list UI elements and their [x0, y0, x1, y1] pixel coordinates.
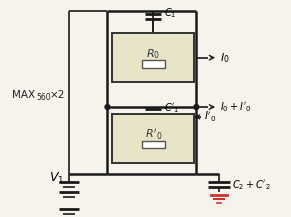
- Bar: [112, 33, 194, 82]
- Text: $I_0$: $I_0$: [220, 51, 230, 65]
- Text: $I'_0$: $I'_0$: [204, 110, 217, 124]
- Circle shape: [105, 105, 110, 110]
- Text: $C'_1$: $C'_1$: [164, 101, 180, 115]
- Bar: [141, 60, 165, 67]
- Text: $R_0$: $R_0$: [146, 47, 160, 61]
- Bar: [141, 141, 165, 148]
- Text: $I_0+I'_0$: $I_0+I'_0$: [220, 100, 251, 114]
- Text: ×2: ×2: [49, 90, 65, 100]
- Text: $C_1$: $C_1$: [164, 6, 177, 20]
- Text: MAX: MAX: [12, 90, 35, 100]
- Text: $V_1$: $V_1$: [49, 171, 65, 186]
- Text: $C_2+C'_2$: $C_2+C'_2$: [232, 178, 271, 192]
- Bar: [112, 114, 194, 163]
- Text: $R'_0$: $R'_0$: [145, 127, 162, 142]
- Circle shape: [194, 105, 199, 110]
- Text: 560: 560: [36, 93, 51, 102]
